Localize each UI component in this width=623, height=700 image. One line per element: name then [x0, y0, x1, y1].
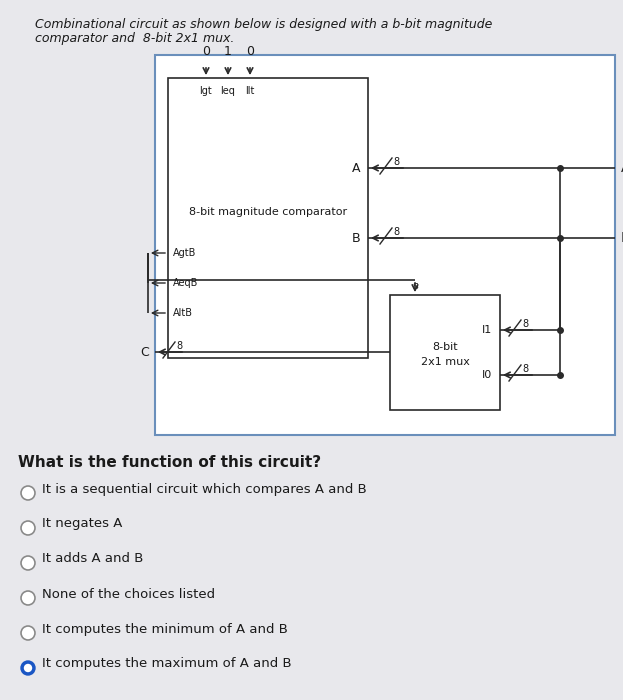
Text: 2x1 mux: 2x1 mux: [421, 357, 470, 367]
Text: AgtB: AgtB: [173, 248, 196, 258]
Text: It computes the minimum of A and B: It computes the minimum of A and B: [42, 622, 288, 636]
Text: A: A: [351, 162, 360, 174]
Text: 8: 8: [522, 319, 528, 329]
Text: 8: 8: [393, 227, 399, 237]
Circle shape: [21, 556, 35, 570]
Text: A: A: [621, 161, 623, 175]
Text: s: s: [412, 281, 418, 291]
Text: Combinational circuit as shown below is designed with a b-bit magnitude: Combinational circuit as shown below is …: [35, 18, 492, 31]
Circle shape: [21, 486, 35, 500]
Text: 0: 0: [246, 45, 254, 58]
Text: 8: 8: [522, 364, 528, 374]
Text: AeqB: AeqB: [173, 278, 198, 288]
Text: It is a sequential circuit which compares A and B: It is a sequential circuit which compare…: [42, 482, 367, 496]
Text: C: C: [140, 346, 149, 358]
Text: 8: 8: [393, 157, 399, 167]
Text: None of the choices listed: None of the choices listed: [42, 587, 215, 601]
Text: 0: 0: [202, 45, 210, 58]
Text: lgt: lgt: [199, 86, 212, 96]
Bar: [155, 55, 615, 435]
Circle shape: [21, 626, 35, 640]
Circle shape: [24, 664, 32, 671]
Text: llt: llt: [245, 86, 255, 96]
Circle shape: [21, 591, 35, 605]
Text: B: B: [621, 231, 623, 245]
Text: 8-bit: 8-bit: [432, 342, 458, 352]
Bar: [390, 295, 500, 410]
Text: AltB: AltB: [173, 308, 193, 318]
Text: It negates A: It negates A: [42, 517, 122, 531]
Text: I0: I0: [482, 370, 492, 380]
Text: leq: leq: [221, 86, 235, 96]
Text: 1: 1: [224, 45, 232, 58]
Text: B: B: [351, 232, 360, 244]
Bar: [168, 78, 368, 358]
Circle shape: [21, 661, 35, 675]
Circle shape: [21, 521, 35, 535]
Text: I1: I1: [482, 325, 492, 335]
Text: 8-bit magnitude comparator: 8-bit magnitude comparator: [189, 207, 347, 217]
Text: It adds A and B: It adds A and B: [42, 552, 143, 566]
Text: comparator and  8-bit 2x1 mux.: comparator and 8-bit 2x1 mux.: [35, 32, 234, 45]
Text: What is the function of this circuit?: What is the function of this circuit?: [18, 455, 321, 470]
Text: 8: 8: [176, 341, 182, 351]
Text: It computes the maximum of A and B: It computes the maximum of A and B: [42, 657, 292, 671]
